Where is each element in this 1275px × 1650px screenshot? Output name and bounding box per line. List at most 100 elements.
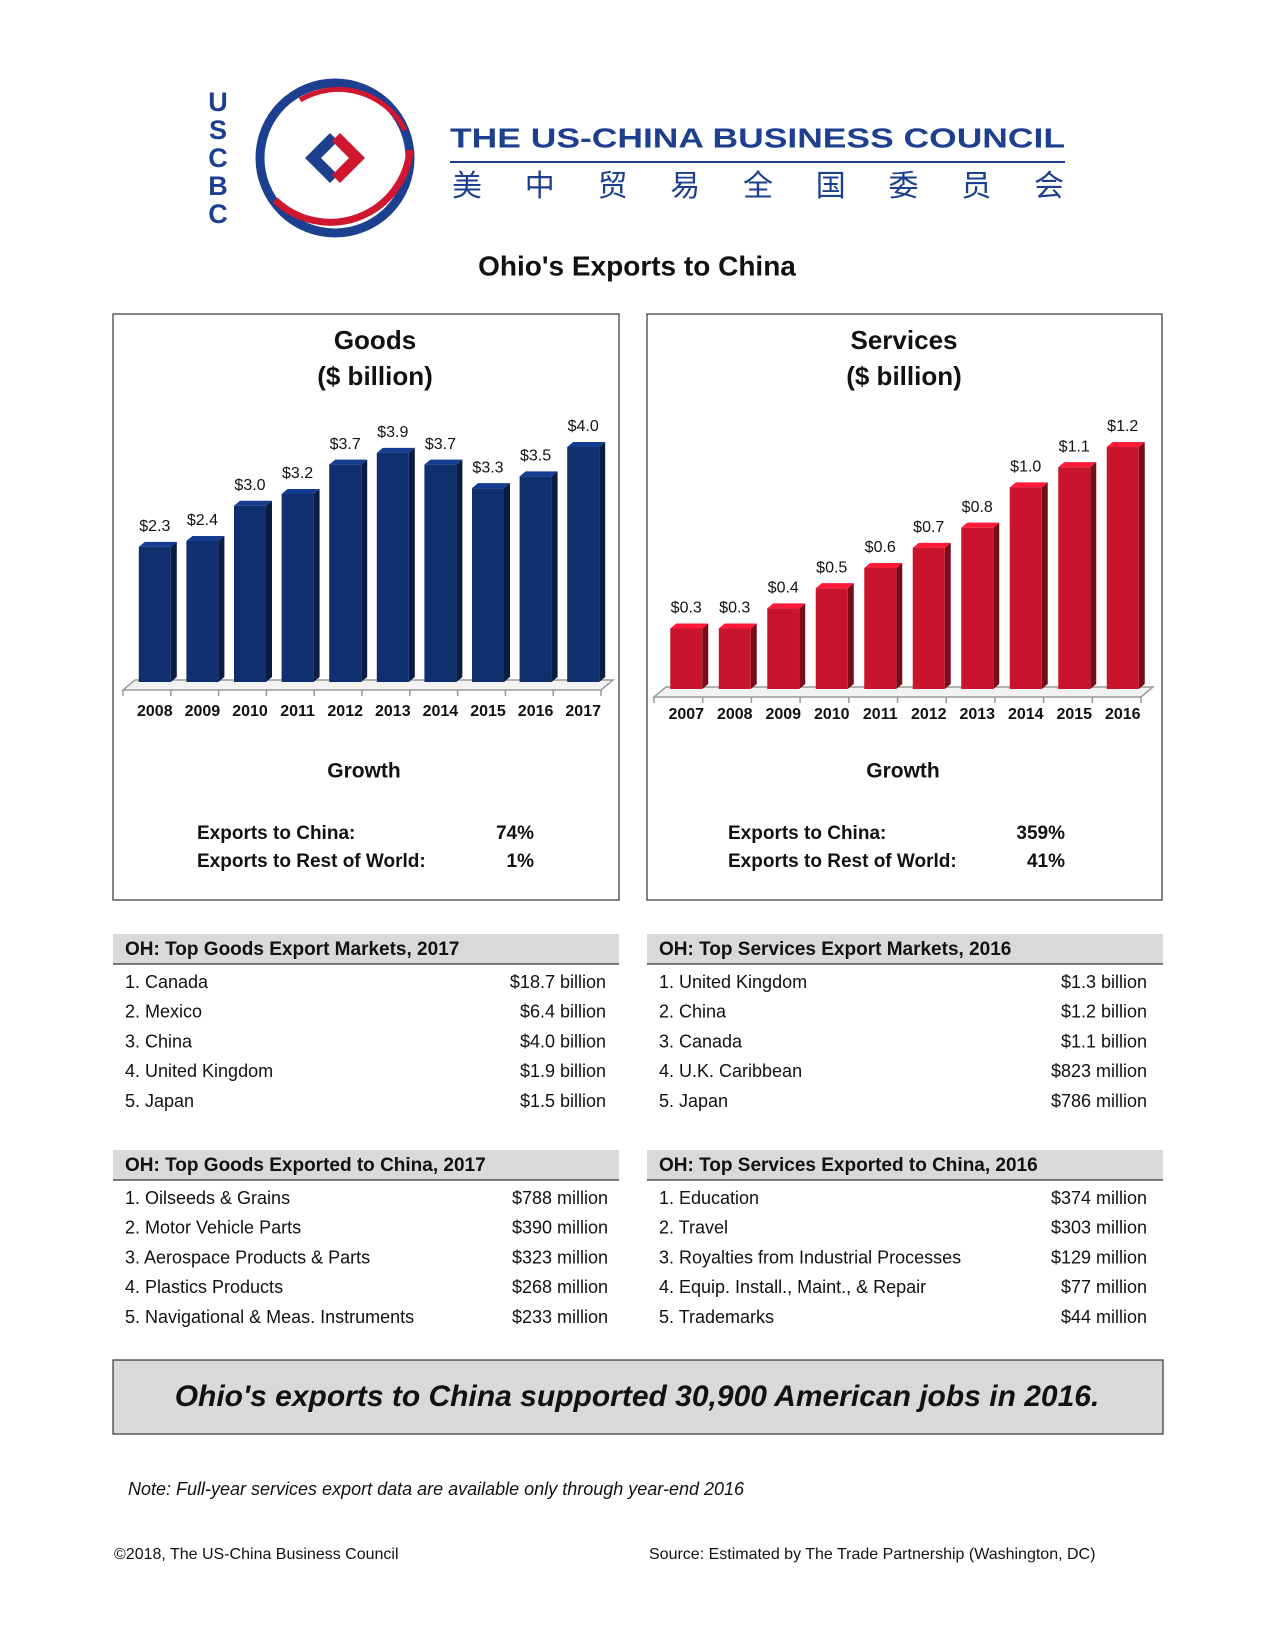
bar-side [1041,482,1048,689]
bar-side [799,603,806,689]
table-cell: $1.9 billion [520,1061,606,1081]
table-header-bg [113,1150,619,1180]
value-label: $3.7 [425,436,456,453]
bar-top [519,471,558,477]
value-label: $3.0 [234,477,265,494]
bar [961,527,994,689]
bar-top [815,583,854,589]
bar-top [670,623,709,629]
x-tick-label: 2012 [327,703,363,720]
bar-top [767,603,806,609]
x-tick-label: 2012 [911,706,947,723]
bar [1106,447,1139,689]
value-label: $0.6 [865,539,896,556]
bar-top [472,483,510,489]
panel [112,313,620,901]
x-tick-label: 2008 [137,703,173,720]
growth-label: Exports to Rest of World: [197,851,426,872]
bar-side [408,447,415,682]
x-tick-label: 2011 [280,703,315,720]
panel [646,313,1163,901]
bar-side [361,459,368,682]
bar-top [1009,482,1048,488]
copyright: ©2018, The US-China Business Council [114,1546,399,1563]
table-title: OH: Top Goods Export Markets, 2017 [125,939,459,960]
logo-chevron [332,133,365,183]
x-tick-label: 2015 [470,703,506,720]
bar-side [504,483,510,682]
bar [376,452,409,682]
value-label: $3.2 [282,465,313,482]
growth-label: Exports to China: [197,823,355,844]
bar [718,628,751,689]
bar-top [1106,442,1145,447]
growth-title: Growth [866,760,940,783]
bar [234,505,266,682]
table-cell: $303 million [1051,1218,1147,1238]
x-tick-label: 2014 [423,703,459,720]
table-cell: $390 million [512,1218,608,1238]
bar-side [993,522,1000,689]
growth-title: Growth [327,760,401,783]
table-cell: $129 million [1051,1247,1147,1267]
x-tick-label: 2008 [717,706,753,723]
bar [281,494,314,682]
bar-top [186,536,225,541]
table-cell: 5. Trademarks [659,1307,774,1327]
x-tick-label: 2013 [375,703,411,720]
chart-floor [120,679,616,691]
table-cell: 3. Aerospace Products & Parts [125,1247,370,1267]
banner: Ohio's exports to China supported 30,900… [175,1380,1100,1413]
table-cell: $786 million [1051,1091,1147,1111]
chart-title: Goods [334,325,416,355]
growth-value: 359% [1016,823,1065,844]
x-tick-label: 2015 [1056,706,1092,723]
x-tick-label: 2014 [1008,706,1044,723]
org-name-chinese: 美 中 贸 易 全 国 委 员 会 [452,170,1064,203]
logo-letter: B [208,171,228,201]
x-tick-label: 2009 [185,703,221,720]
table-cell: $1.5 billion [520,1091,606,1111]
table-header-bg [647,1150,1163,1180]
chart-subtitle: ($ billion) [846,361,962,391]
bar [864,568,897,689]
value-label: $0.7 [913,519,944,536]
growth-label: Exports to Rest of World: [728,851,957,872]
table-cell: 4. Plastics Products [125,1277,283,1297]
table-header-bg [647,934,1163,964]
value-label: $3.7 [330,436,361,453]
x-tick-label: 2007 [668,706,704,723]
bar [1058,467,1091,689]
table-cell: $18.7 billion [510,972,606,992]
bar [519,476,552,682]
bar-top [1058,462,1097,468]
bar-top [718,623,757,629]
table-cell: 4. United Kingdom [125,1061,273,1081]
table-cell: $374 million [1051,1188,1147,1208]
bar [1009,487,1042,689]
table-cell: 5. Japan [125,1091,194,1111]
value-label: $0.3 [719,600,750,617]
bar-side [599,442,606,682]
bar-side [1090,462,1097,689]
bar-side [551,471,558,682]
bar [424,464,457,682]
bar [329,464,362,682]
value-label: $4.0 [568,418,599,435]
bar [670,628,703,689]
bar-side [750,623,757,689]
table-cell: $788 million [512,1188,608,1208]
bar-top [961,522,1000,528]
table-cell: $44 million [1061,1307,1147,1327]
bar [472,488,504,682]
table-cell: 2. Travel [659,1218,728,1238]
bar-side [170,541,177,682]
logo-chevron [305,133,338,183]
table-cell: 4. Equip. Install., Maint., & Repair [659,1277,926,1297]
bar-top [234,500,272,506]
table-cell: 3. Canada [659,1031,743,1051]
value-label: $0.3 [671,600,702,617]
bar-top [138,541,177,547]
value-label: $3.9 [377,424,408,441]
bar-side [266,500,272,682]
